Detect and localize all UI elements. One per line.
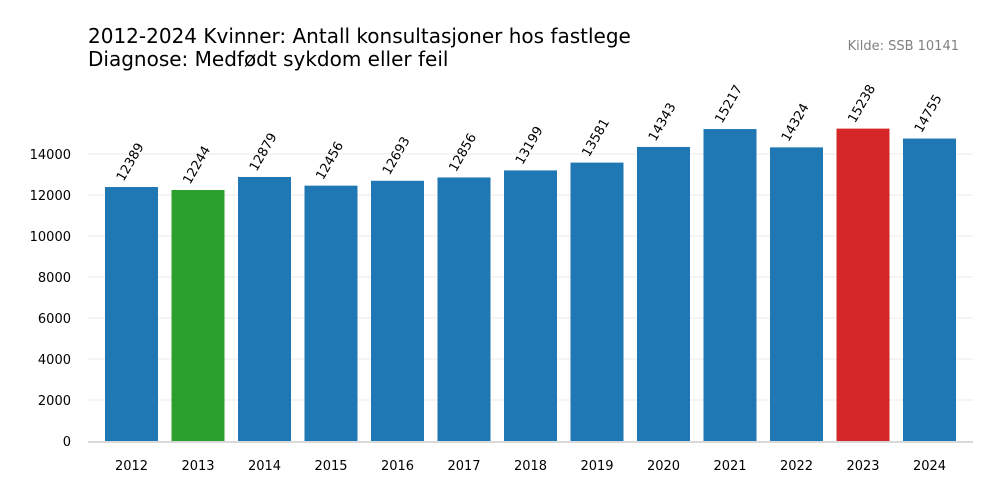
y-tick-label: 2000 <box>38 394 71 409</box>
data-label: 12693 <box>380 134 414 177</box>
bar-2018 <box>504 170 557 441</box>
y-tick-label: 0 <box>63 435 71 450</box>
x-tick-label: 2019 <box>580 459 613 474</box>
data-label: 12879 <box>247 131 281 174</box>
x-tick-label: 2012 <box>115 459 148 474</box>
bar-2013 <box>171 189 225 441</box>
bar-2019 <box>570 162 624 442</box>
x-tick-label: 2017 <box>447 459 480 474</box>
data-label: 15238 <box>845 82 879 125</box>
x-tick-label: 2021 <box>713 459 746 474</box>
data-label: 13199 <box>513 124 547 167</box>
x-tick-label: 2020 <box>647 459 680 474</box>
x-tick-label: 2014 <box>248 459 281 474</box>
chart-title: 2012-2024 Kvinner: Antall konsultasjoner… <box>88 24 631 48</box>
x-tick-label: 2016 <box>381 459 414 474</box>
bar-2020 <box>637 146 690 441</box>
data-label: 14324 <box>779 101 813 144</box>
bar-2021 <box>703 129 757 441</box>
data-label: 12456 <box>313 139 347 182</box>
data-label: 15217 <box>712 83 746 126</box>
x-tick-label: 2022 <box>780 459 813 474</box>
source-note: Kilde: SSB 10141 <box>848 39 959 54</box>
bar-2017 <box>437 177 491 441</box>
bar-2023 <box>836 128 890 441</box>
data-label: 14755 <box>912 92 946 135</box>
bar-2016 <box>371 180 424 441</box>
bar-2024 <box>903 138 956 441</box>
y-tick-label: 14000 <box>30 148 71 163</box>
data-label: 13581 <box>579 116 613 159</box>
bar-2022 <box>770 147 823 441</box>
bar-2015 <box>304 185 358 441</box>
data-label: 14343 <box>646 101 680 144</box>
x-tick-label: 2018 <box>514 459 547 474</box>
data-label: 12389 <box>114 141 148 184</box>
bar-2012 <box>105 187 158 441</box>
data-label: 12244 <box>180 144 214 187</box>
y-tick-label: 6000 <box>38 312 71 327</box>
y-tick-label: 8000 <box>38 271 71 286</box>
x-tick-label: 2023 <box>846 459 879 474</box>
chart-subtitle: Diagnose: Medfødt sykdom eller feil <box>88 47 448 71</box>
x-tick-label: 2013 <box>181 459 214 474</box>
x-tick-label: 2024 <box>913 459 946 474</box>
y-tick-label: 10000 <box>30 230 71 245</box>
y-tick-label: 4000 <box>38 353 71 368</box>
x-tick-label: 2015 <box>314 459 347 474</box>
y-tick-label: 12000 <box>30 189 71 204</box>
data-label: 12856 <box>446 131 480 174</box>
bar-2014 <box>238 176 291 441</box>
